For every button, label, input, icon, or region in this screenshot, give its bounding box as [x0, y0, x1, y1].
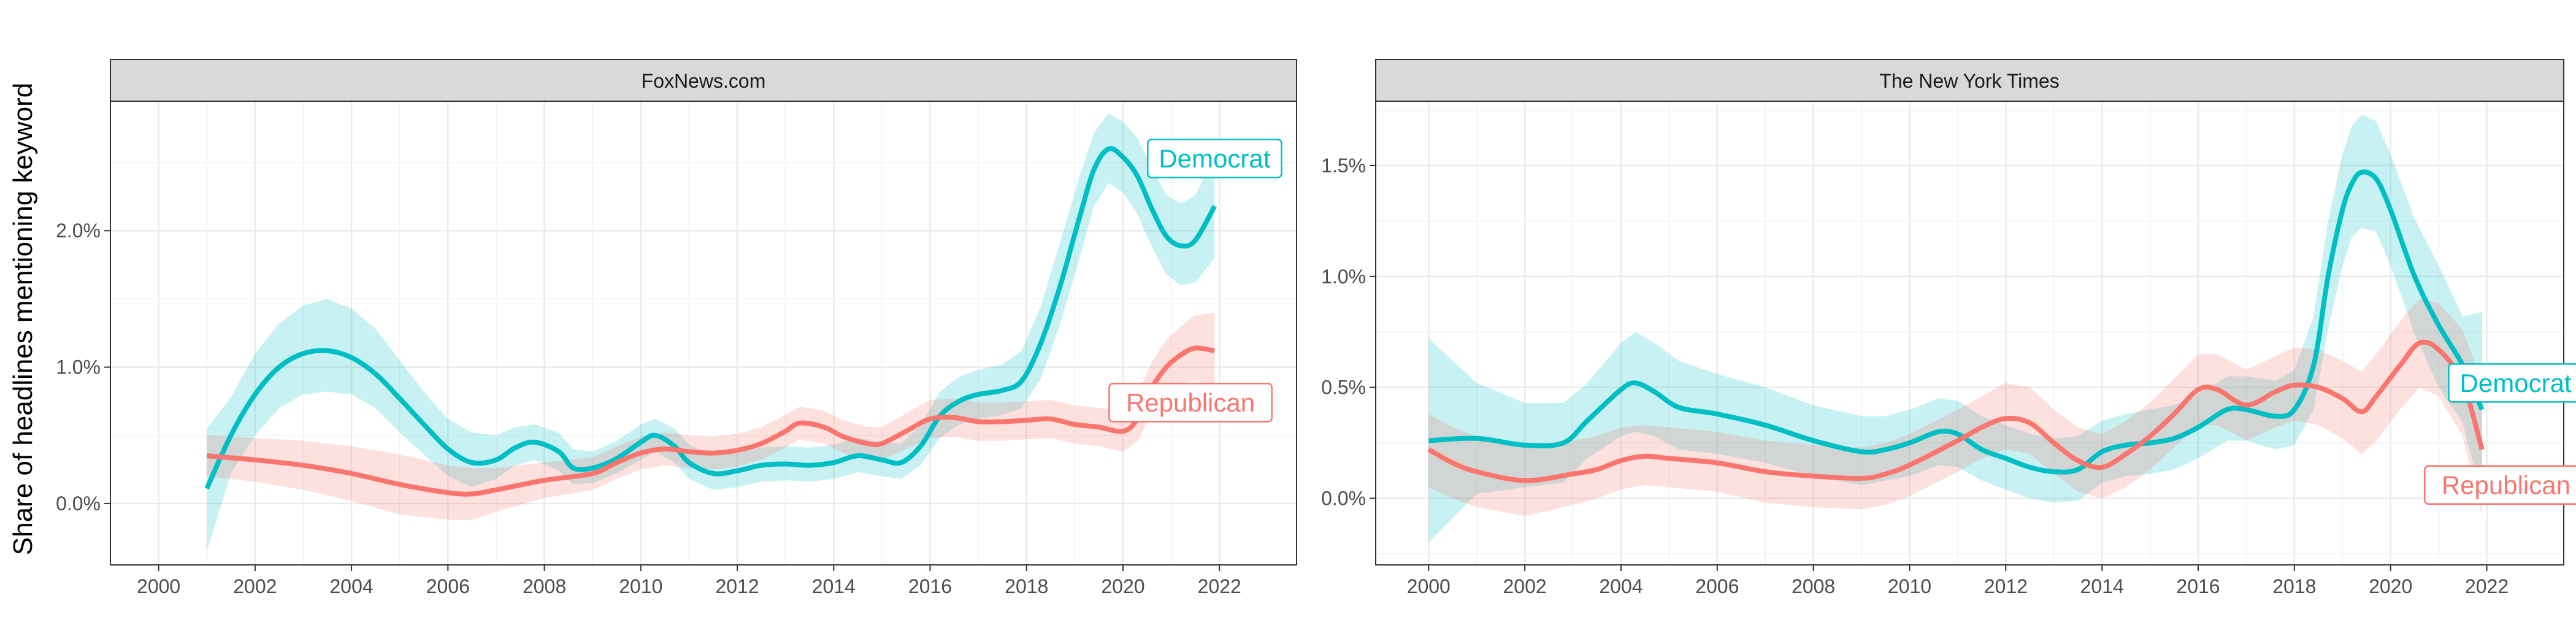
- series-line-republican: [1427, 339, 2485, 483]
- x-tick-label: 2020: [2369, 575, 2412, 597]
- x-axis: 2000 2002 2004 2006 2008 2010 2012 2014 2016 2018…: [1407, 565, 2509, 597]
- x-tick-label: 2006: [1695, 575, 1739, 597]
- panel-border: [110, 101, 1297, 565]
- panel-title: FoxNews.com: [642, 70, 766, 92]
- x-tick-label: 2002: [233, 575, 277, 597]
- x-tick-label: 2002: [1503, 575, 1547, 597]
- x-tick-label: 2012: [715, 575, 759, 597]
- x-tick-label: 2008: [523, 575, 566, 597]
- series-label-box-democrat: [1147, 139, 1282, 178]
- x-tick-label: 2012: [1984, 575, 2028, 597]
- y-tick-label: 0.0%: [1321, 487, 1366, 509]
- series-line-democrat: [204, 146, 1217, 490]
- series-lines: [1427, 169, 2485, 483]
- panel-grid: [1376, 101, 2564, 565]
- y-axis: 0.0% 0.5% 1.0% 1.5%: [1321, 155, 1376, 509]
- y-tick-label: 0.0%: [56, 493, 101, 515]
- series-lines: [204, 146, 1217, 497]
- series-labels: Democrat Republican: [1108, 139, 1282, 423]
- panel-foxnews: FoxNews.com 0.0%1.0%2.0% 2000 2002 2004 200…: [56, 59, 1297, 597]
- y-tick-label: 1.5%: [1321, 155, 1366, 177]
- series-line-republican: [206, 345, 1215, 497]
- panel-strip: [110, 59, 1297, 102]
- series-labels: Democrat Republican: [2424, 363, 2576, 505]
- y-tick-label: 1.0%: [56, 356, 101, 378]
- series-label-republican: Republican: [1126, 388, 1255, 417]
- x-tick-label: 2018: [1005, 575, 1048, 597]
- x-tick-label: 2016: [2176, 575, 2220, 597]
- series-line-democrat: [1428, 169, 2485, 475]
- panel-grid: [110, 101, 1297, 565]
- x-tick-label: 2006: [426, 575, 470, 597]
- series-label-box-republican: [1108, 383, 1273, 423]
- confidence-band-democrat: [1428, 114, 2482, 543]
- series-label-democrat: Democrat: [2460, 369, 2572, 397]
- panel-border: [1375, 101, 2564, 565]
- x-tick-label: 2014: [2080, 575, 2124, 597]
- y-tick-label: 1.0%: [1321, 266, 1366, 288]
- confidence-bands: [207, 113, 1215, 551]
- series-label-box-democrat: [2448, 363, 2576, 403]
- x-axis: 2000 2002 2004 2006 2008 2010 2012 2014 2016 2018…: [137, 565, 1241, 597]
- series-label-box-republican: [2424, 465, 2576, 505]
- x-tick-label: 2022: [1198, 575, 1241, 597]
- x-tick-label: 2004: [329, 575, 373, 597]
- x-tick-label: 2008: [1792, 575, 1835, 597]
- y-axis-label: Share of headlines mentioning keyword: [8, 83, 38, 555]
- x-tick-label: 2004: [1599, 575, 1643, 597]
- panel-title: The New York Times: [1879, 70, 2059, 92]
- y-tick-label: 0.5%: [1321, 377, 1366, 399]
- confidence-band-republican: [207, 312, 1215, 520]
- plot-background: [1376, 101, 2564, 565]
- confidence-band-democrat: [207, 113, 1215, 551]
- x-tick-label: 2000: [137, 575, 180, 597]
- plot-background: [110, 101, 1297, 565]
- x-tick-label: 2000: [1407, 575, 1451, 597]
- x-tick-label: 2010: [619, 575, 662, 597]
- x-tick-label: 2014: [812, 575, 856, 597]
- series-label-republican: Republican: [2442, 470, 2570, 499]
- panel-nyt: The New York Times 0.0% 0.5% 1.0% 1.5% 2000…: [1321, 59, 2576, 597]
- series-label-democrat: Democrat: [1159, 144, 1270, 173]
- x-tick-label: 2016: [908, 575, 952, 597]
- x-tick-label: 2010: [1888, 575, 1931, 597]
- x-tick-label: 2018: [2272, 575, 2316, 597]
- x-tick-label: 2020: [1101, 575, 1144, 597]
- y-tick-label: 2.0%: [56, 220, 101, 242]
- y-axis: 0.0% 1.0% 2.0%: [56, 220, 110, 515]
- panel-strip: [1375, 59, 2564, 102]
- x-tick-label: 2022: [2465, 575, 2509, 597]
